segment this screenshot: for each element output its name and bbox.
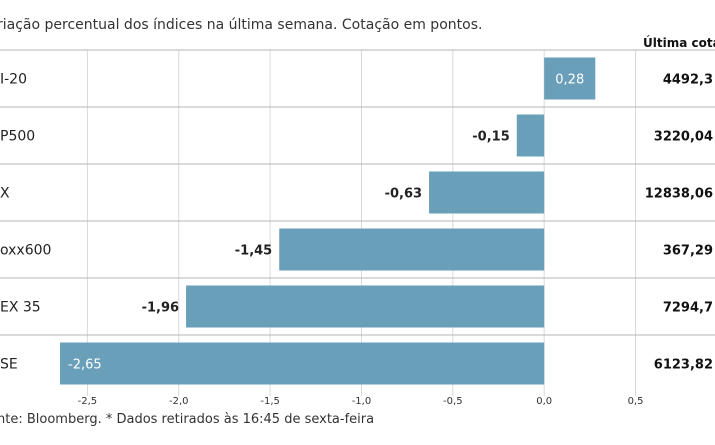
last-quote-value: 4492,3 xyxy=(663,73,713,88)
category-label: I-20 xyxy=(0,72,27,88)
source-note: nte: Bloomberg. * Dados retirados às 16:… xyxy=(0,412,375,427)
gridlines xyxy=(86,50,637,396)
bars xyxy=(60,57,596,385)
x-tick-label: 0,5 xyxy=(628,396,644,407)
row-separators xyxy=(0,49,715,336)
category-label: oxx600 xyxy=(0,243,51,259)
last-quote-column-header: Última cotaç xyxy=(643,36,715,50)
category-label: P500 xyxy=(0,129,35,145)
x-tick-label: -0,5 xyxy=(443,396,463,407)
value-label: -1,96 xyxy=(142,301,179,316)
last-quote-value: 7294,7 xyxy=(663,301,713,316)
category-label: EX 35 xyxy=(0,300,41,316)
x-tick-label: -1,5 xyxy=(260,396,280,407)
bar xyxy=(429,171,545,214)
chart-subtitle: riação percentual dos índices na última … xyxy=(0,17,483,33)
bar xyxy=(544,57,596,100)
last-quote-value: 3220,04 xyxy=(654,130,713,145)
x-tick-label: -1,0 xyxy=(352,396,372,407)
bar xyxy=(279,228,545,271)
last-quote-value: 12838,06 xyxy=(645,187,713,202)
value-label: -1,45 xyxy=(235,244,272,259)
category-label: X xyxy=(0,186,10,202)
category-label: SE xyxy=(0,357,18,373)
labels: I-20 0,28 4492,3 P500 -0,15 3220,04 X -0,63 1283… xyxy=(0,72,713,373)
value-label: -0,15 xyxy=(472,130,509,145)
x-tick-label: -2,5 xyxy=(78,396,98,407)
last-quote-value: 6123,82 xyxy=(654,358,713,373)
x-axis: -2,5 -2,0 -1,5 -1,0 -0,5 0,0 0,5 xyxy=(78,396,644,407)
bar xyxy=(516,114,545,157)
value-label: -2,65 xyxy=(68,358,102,373)
bar-chart: I-20 0,28 4492,3 P500 -0,15 3220,04 X -0,63 1283… xyxy=(0,49,715,407)
bar xyxy=(60,342,545,385)
x-tick-label: 0,0 xyxy=(536,396,552,407)
value-label: 0,28 xyxy=(555,73,584,88)
x-tick-label: -2,0 xyxy=(169,396,189,407)
value-label: -0,63 xyxy=(385,187,422,202)
last-quote-value: 367,29 xyxy=(663,244,713,259)
bar xyxy=(186,285,545,328)
